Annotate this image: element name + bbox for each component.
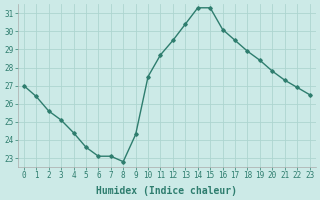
X-axis label: Humidex (Indice chaleur): Humidex (Indice chaleur) (96, 186, 237, 196)
